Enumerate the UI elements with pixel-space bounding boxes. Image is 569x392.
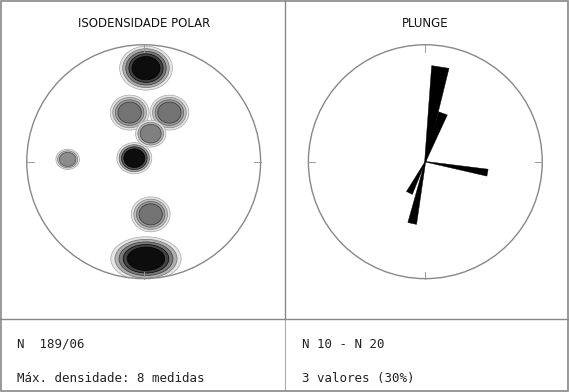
Ellipse shape	[134, 199, 167, 229]
Ellipse shape	[126, 51, 166, 85]
Ellipse shape	[155, 100, 184, 125]
Text: 3 valores (30%): 3 valores (30%)	[302, 372, 414, 385]
Ellipse shape	[123, 49, 170, 87]
Ellipse shape	[127, 247, 164, 270]
Ellipse shape	[129, 54, 163, 82]
Ellipse shape	[56, 149, 80, 169]
Ellipse shape	[139, 204, 162, 225]
Ellipse shape	[132, 56, 160, 80]
Polygon shape	[425, 162, 488, 176]
Ellipse shape	[115, 240, 177, 278]
Polygon shape	[406, 162, 426, 194]
Ellipse shape	[152, 98, 186, 128]
Ellipse shape	[138, 122, 163, 145]
Ellipse shape	[60, 152, 76, 166]
Ellipse shape	[140, 124, 161, 143]
Text: Máx. densidade: 8 medidas: Máx. densidade: 8 medidas	[17, 372, 205, 385]
Polygon shape	[408, 162, 426, 224]
Ellipse shape	[116, 100, 144, 125]
Ellipse shape	[135, 120, 166, 147]
Polygon shape	[425, 112, 447, 162]
Ellipse shape	[118, 102, 141, 123]
Ellipse shape	[124, 149, 145, 167]
Ellipse shape	[137, 201, 165, 227]
Ellipse shape	[117, 143, 152, 174]
Ellipse shape	[123, 245, 169, 273]
Ellipse shape	[119, 145, 150, 172]
Ellipse shape	[158, 102, 181, 123]
Ellipse shape	[131, 197, 170, 232]
Ellipse shape	[119, 46, 172, 90]
Text: PLUNGE: PLUNGE	[402, 16, 448, 29]
Polygon shape	[424, 65, 449, 162]
Ellipse shape	[111, 237, 181, 281]
Text: ISODENSIDADE POLAR: ISODENSIDADE POLAR	[77, 16, 210, 29]
Ellipse shape	[150, 95, 189, 130]
Ellipse shape	[121, 147, 147, 170]
Text: N 10 - N 20: N 10 - N 20	[302, 338, 384, 350]
Ellipse shape	[110, 95, 149, 130]
Ellipse shape	[57, 151, 77, 168]
Text: N  189/06: N 189/06	[17, 338, 85, 350]
Ellipse shape	[119, 242, 173, 276]
Ellipse shape	[113, 98, 146, 128]
